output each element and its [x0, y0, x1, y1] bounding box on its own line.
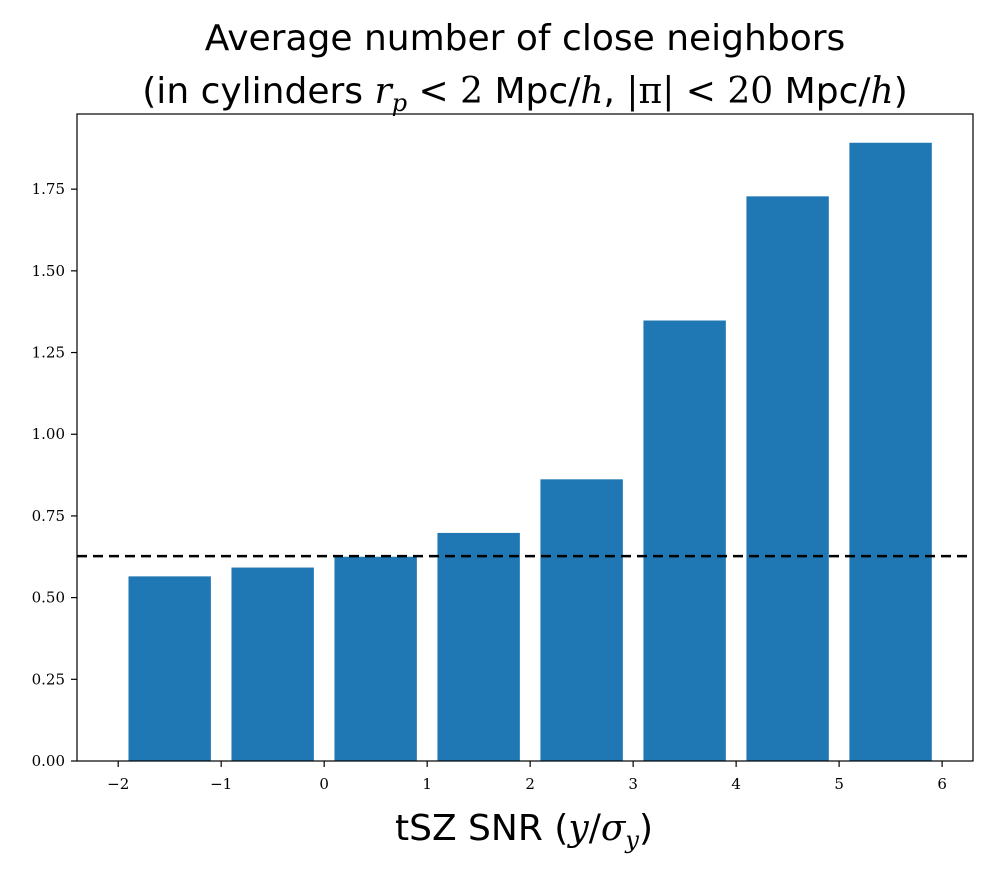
x-tick-label: −1	[210, 775, 232, 793]
y-tick-label: 0.00	[32, 752, 65, 770]
x-tick-label: 6	[937, 775, 947, 793]
y-tick-label: 1.75	[32, 180, 65, 198]
bar-3	[334, 556, 417, 761]
plot-frame	[76, 113, 974, 762]
chart-title-line-2: (in cylinders rp < 2 Mpc/h, |π| < 20 Mpc…	[142, 71, 907, 117]
x-tick-label: 0	[319, 775, 329, 793]
x-tick-label: 2	[525, 775, 535, 793]
x-tick-label: 3	[628, 775, 638, 793]
chart-title-line-1: Average number of close neighbors	[205, 18, 846, 59]
y-tick-label: 0.50	[32, 589, 65, 607]
y-tick-label: 1.25	[32, 344, 65, 362]
bar-1	[128, 576, 211, 761]
bar-8	[849, 142, 932, 761]
y-tick-label: 0.25	[32, 670, 65, 688]
y-tick-label: 1.50	[32, 262, 65, 280]
y-tick-label: 1.00	[32, 425, 65, 443]
bar-4	[437, 532, 520, 761]
bars-group	[128, 142, 932, 761]
bar-5	[540, 479, 623, 761]
bar-2	[231, 567, 314, 761]
y-axis: 0.00 0.25 0.50 0.75 1.00 1.25 1.50 1.75	[32, 180, 77, 770]
bar-6	[643, 320, 726, 761]
x-tick-label: −2	[107, 775, 129, 793]
x-tick-label: 5	[834, 775, 844, 793]
y-tick-label: 0.75	[32, 507, 65, 525]
bar-7	[746, 196, 829, 761]
x-axis-label: tSZ SNR (y/σy)	[395, 808, 653, 854]
x-tick-label: 1	[422, 775, 432, 793]
x-axis: −2 −1 0 1 2 3 4 5 6	[107, 761, 947, 793]
x-tick-label: 4	[731, 775, 741, 793]
